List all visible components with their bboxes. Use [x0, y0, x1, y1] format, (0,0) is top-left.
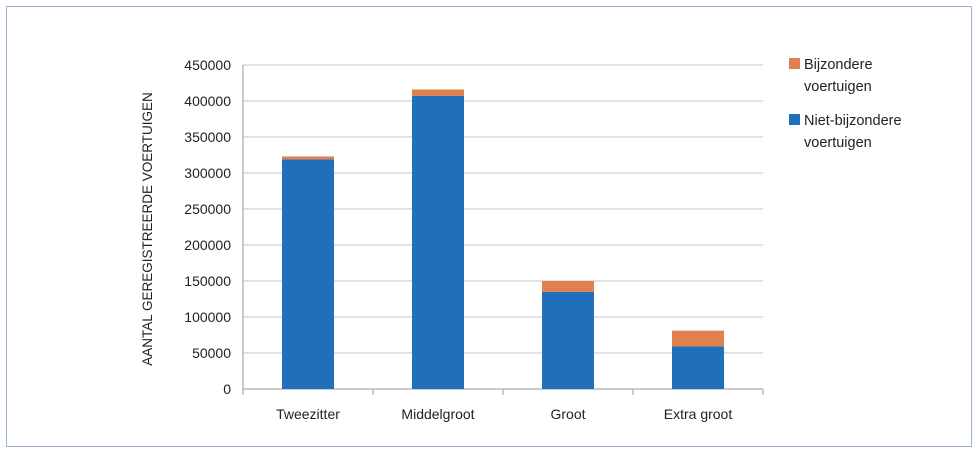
y-axis-label: AANTAL GEREGISTREERDE VOERTUIGEN	[140, 92, 155, 366]
legend-label: Bijzondere	[804, 57, 873, 73]
bar-groot-niet-bijzondere-voertuigen	[542, 291, 594, 389]
legend-swatch	[789, 114, 800, 125]
legend-label: Niet-bijzondere	[804, 113, 902, 129]
x-tick-label: Groot	[550, 406, 585, 422]
bar-groot-bijzondere-voertuigen	[542, 281, 594, 292]
y-tick-label: 0	[223, 381, 231, 397]
bar-extra-groot-niet-bijzondere-voertuigen	[672, 346, 724, 389]
bar-tweezitter-niet-bijzondere-voertuigen	[282, 159, 334, 389]
y-tick-label: 450000	[184, 57, 231, 73]
y-tick-label: 300000	[184, 165, 231, 181]
y-tick-label: 400000	[184, 93, 231, 109]
y-tick-label: 250000	[184, 201, 231, 217]
y-tick-label: 350000	[184, 129, 231, 145]
x-tick-label: Extra groot	[664, 406, 733, 422]
bar-extra-groot-bijzondere-voertuigen	[672, 330, 724, 347]
x-tick-label: Middelgroot	[401, 406, 474, 422]
legend-label: voertuigen	[804, 135, 872, 151]
y-tick-label: 150000	[184, 273, 231, 289]
bar-tweezitter-bijzondere-voertuigen	[282, 156, 334, 160]
chart-frame	[6, 6, 972, 447]
bar-middelgroot-bijzondere-voertuigen	[412, 89, 464, 96]
y-tick-label: 100000	[184, 309, 231, 325]
legend-label: voertuigen	[804, 79, 872, 95]
legend-swatch	[789, 58, 800, 69]
y-tick-label: 200000	[184, 237, 231, 253]
bar-middelgroot-niet-bijzondere-voertuigen	[412, 95, 464, 390]
x-tick-label: Tweezitter	[276, 406, 340, 422]
y-tick-label: 50000	[192, 345, 231, 361]
